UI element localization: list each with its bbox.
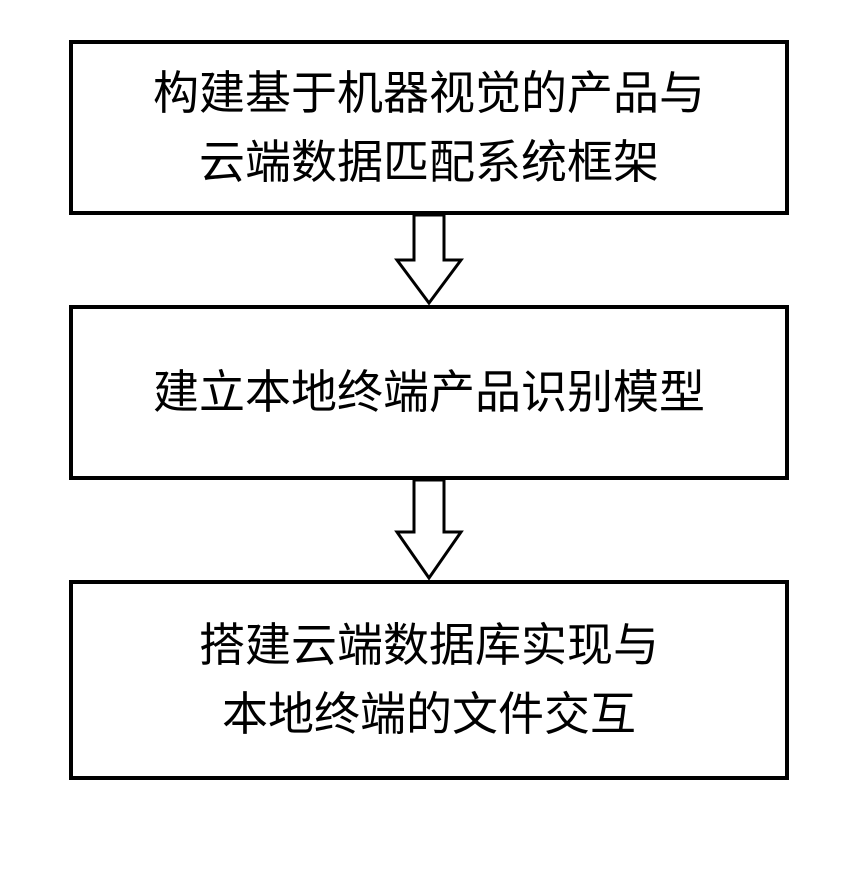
flowchart-node-3: 搭建云端数据库实现与 本地终端的文件交互 <box>69 580 789 780</box>
flowchart-node-1-text: 构建基于机器视觉的产品与 云端数据匹配系统框架 <box>153 59 705 197</box>
flowchart-node-1: 构建基于机器视觉的产品与 云端数据匹配系统框架 <box>69 40 789 215</box>
arrow-down-icon <box>389 215 469 305</box>
flowchart-node-2-text: 建立本地终端产品识别模型 <box>153 358 705 427</box>
flowchart-arrow-2 <box>389 480 469 580</box>
flowchart-arrow-1 <box>389 215 469 305</box>
arrow-down-icon <box>389 480 469 580</box>
flowchart-node-3-text: 搭建云端数据库实现与 本地终端的文件交互 <box>199 611 659 749</box>
flowchart-node-2: 建立本地终端产品识别模型 <box>69 305 789 480</box>
